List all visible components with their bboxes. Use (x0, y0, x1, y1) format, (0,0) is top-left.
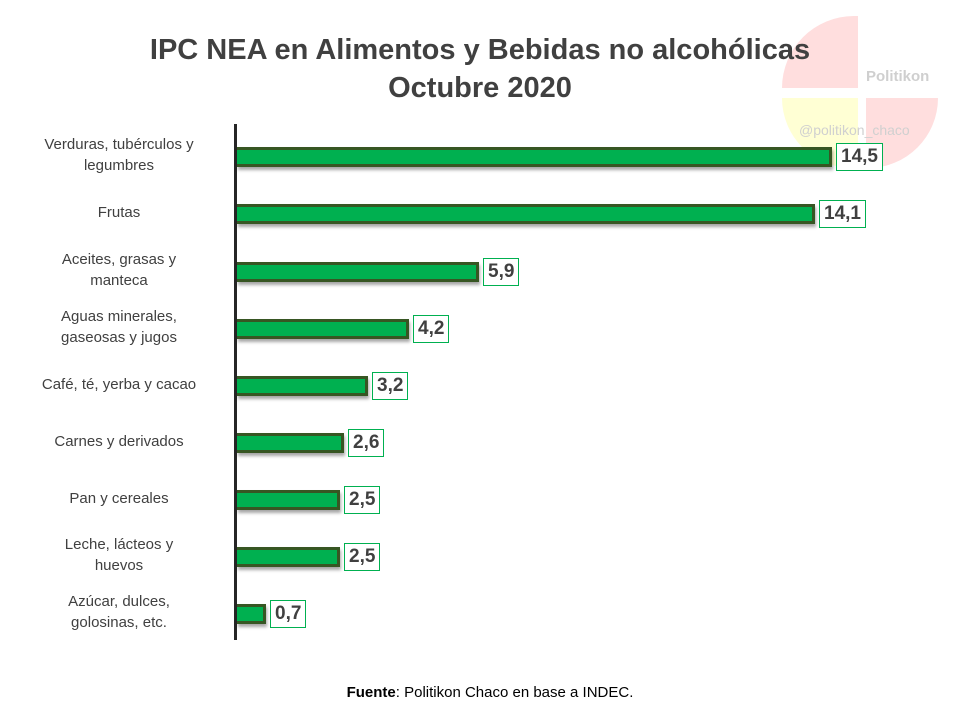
category-label-line: huevos (94, 557, 144, 574)
source-text: : Politikon Chaco en base a INDEC. (395, 684, 634, 701)
category-axis-line (234, 124, 237, 640)
bar (237, 490, 340, 510)
category-label-line: Verduras, tubérculos y (44, 136, 194, 153)
category-label: Café, té, yerba y cacao (19, 374, 219, 395)
data-value-label: 4,2 (413, 315, 450, 343)
chart-title: IPC NEA en Alimentos y Bebidas no alcohó… (149, 34, 811, 66)
source-label: Fuente (346, 684, 396, 701)
source-note: Fuente: Politikon Chaco en base a INDEC. (0, 684, 960, 701)
category-label: Carnes y derivados (19, 431, 219, 452)
category-label-line: Pan y cereales (69, 489, 169, 507)
bar (237, 204, 815, 224)
category-label: Aguas minerales, gaseosas y jugos (19, 306, 219, 348)
bar-row: Verduras, tubérculos y legumbres 14,5 (0, 128, 960, 186)
category-label-line: Leche, lácteos y (64, 536, 174, 553)
data-value-label: 2,5 (344, 543, 381, 571)
category-label: Azúcar, dulces, golosinas, etc. (19, 591, 219, 633)
data-value-label: 3,2 (372, 372, 409, 400)
category-label-line: Azúcar, dulces, (68, 593, 170, 610)
bar-row: Carnes y derivados 2,6 (0, 414, 960, 472)
bar-row: Frutas 14,1 (0, 185, 960, 243)
watermark-name: Politikon (866, 68, 930, 85)
category-label: Verduras, tubérculos y legumbres (19, 134, 219, 176)
bar (237, 262, 479, 282)
data-value-label: 0,7 (270, 600, 307, 628)
category-label-line: Carnes y derivados (54, 432, 184, 450)
bar (237, 147, 832, 167)
chart-subtitle: Octubre 2020 (388, 72, 572, 104)
bar (237, 604, 266, 624)
category-label: Leche, lácteos y huevos (19, 534, 219, 576)
category-label-line: Frutas (97, 203, 141, 221)
category-label-line: manteca (90, 272, 148, 289)
bar-row: Aceites, grasas y manteca 5,9 (0, 243, 960, 301)
watermark-handle: @politikon_chaco (799, 122, 910, 138)
category-label: Frutas (19, 202, 219, 223)
data-value-label: 14,5 (836, 143, 883, 171)
category-label-line: legumbres (83, 157, 155, 174)
category-label-line: Aceites, grasas y (61, 251, 177, 268)
bar (237, 376, 368, 396)
bar-row: Azúcar, dulces, golosinas, etc. 0,7 (0, 585, 960, 643)
category-label: Aceites, grasas y manteca (19, 249, 219, 291)
bar-row: Aguas minerales, gaseosas y jugos 4,2 (0, 300, 960, 358)
category-label-line: Café, té, yerba y cacao (41, 375, 197, 393)
bar (237, 433, 344, 453)
bar-row: Leche, lácteos y huevos 2,5 (0, 528, 960, 586)
category-label-line: gaseosas y jugos (61, 329, 177, 346)
politikon-watermark: Politikon @politikon_chaco (782, 16, 942, 176)
bar-row: Pan y cereales 2,5 (0, 471, 960, 529)
category-label-line: Aguas minerales, (61, 308, 177, 325)
category-label: Pan y cereales (19, 488, 219, 509)
bar (237, 547, 340, 567)
category-label-line: golosinas, etc. (71, 614, 167, 631)
bar (237, 319, 409, 339)
data-value-label: 14,1 (819, 200, 866, 228)
data-value-label: 2,5 (344, 486, 381, 514)
data-value-label: 5,9 (483, 258, 520, 286)
data-value-label: 2,6 (348, 429, 385, 457)
bar-row: Café, té, yerba y cacao 3,2 (0, 357, 960, 415)
